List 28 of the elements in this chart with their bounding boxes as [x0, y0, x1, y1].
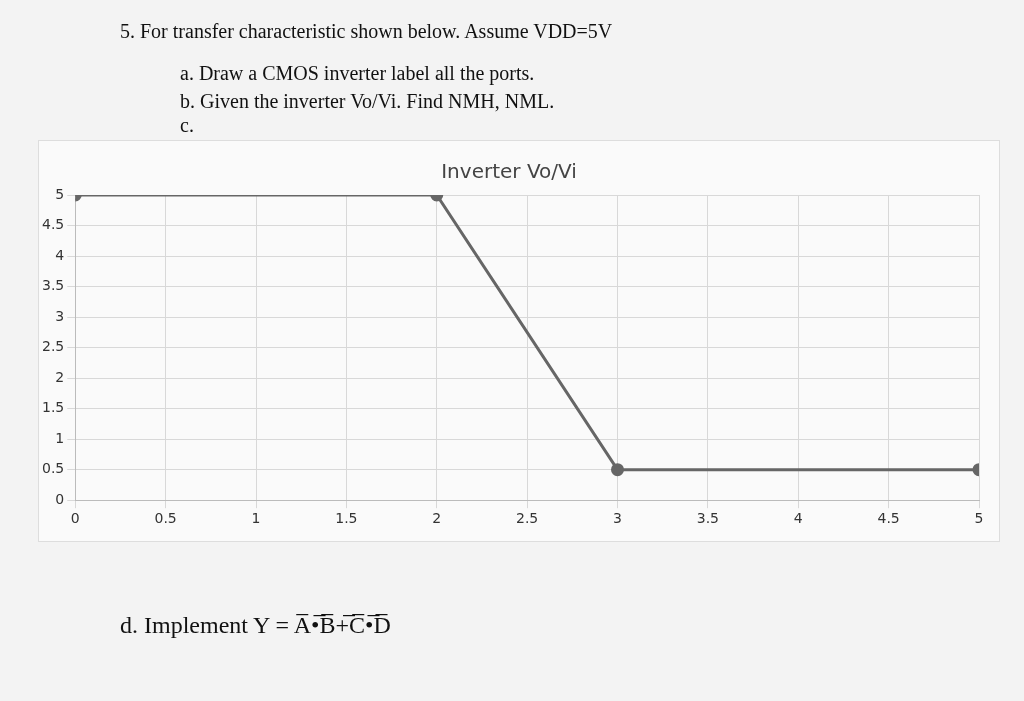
chart-title: Inverter Vo/Vi [441, 159, 577, 184]
x-tick-label: 2 [432, 510, 442, 527]
x-tick-label: 1 [251, 510, 261, 527]
y-tick-label: 1.5 [42, 399, 65, 416]
x-tick-label: 1.5 [335, 510, 358, 527]
x-tick-label: 4 [793, 510, 803, 527]
y-tick-label: 3 [55, 307, 65, 324]
y-tick-label: 2 [55, 368, 65, 385]
y-tick-label: 5 [55, 185, 65, 202]
x-tick-label: 0.5 [154, 510, 177, 527]
x-tick-label: 5 [974, 510, 984, 527]
x-tick-label: 3.5 [696, 510, 720, 527]
y-tick-label: 4.5 [42, 216, 65, 233]
text: a. Draw a CMOS inverter label all the ports. [180, 62, 535, 85]
y-tick-label: 3.5 [42, 277, 65, 294]
y-tick-label: 2.5 [42, 338, 65, 355]
y-tick-label: 4 [55, 246, 65, 263]
y-tick-label: 1 [55, 429, 65, 446]
x-tick-label: 0 [70, 510, 80, 527]
text: c. [180, 114, 194, 137]
x-tick-label: 2.5 [516, 510, 539, 527]
text: b. Given the inverter Vo/Vi. Find NMH, NML. [180, 90, 555, 113]
x-tick-label: 3 [613, 510, 622, 527]
text: d. Implement Y = A̅•̅B̅+̅C̅•̅D̅ [120, 612, 391, 639]
y-tick-label: 0 [55, 490, 65, 507]
x-tick-label: 4.5 [877, 510, 900, 527]
text: 5. For transfer characteristic shown below. Assume VDD=5V [120, 20, 613, 43]
y-tick-label: 0.5 [42, 460, 65, 477]
